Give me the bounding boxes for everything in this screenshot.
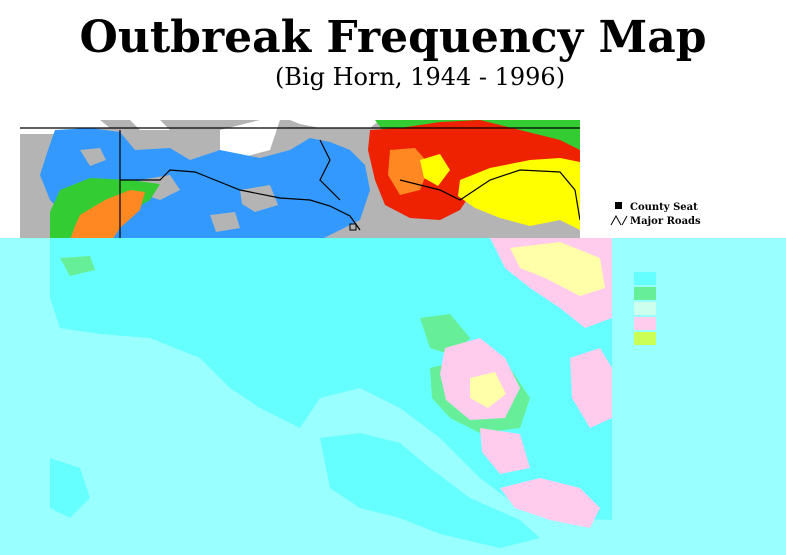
map-orange-right xyxy=(388,148,430,195)
overlay-map-mass xyxy=(50,238,612,520)
map-subtitle: (Big Horn, 1944 - 1996) xyxy=(274,63,566,91)
legend-swatch-1 xyxy=(634,272,656,285)
legend-swatch-3 xyxy=(634,302,656,315)
legend-label-county-seat: County Seat xyxy=(630,202,698,213)
map-lower-overlay xyxy=(0,238,786,555)
legend-swatch-4 xyxy=(634,317,656,330)
map-orange-region xyxy=(70,190,145,240)
map-upper-region xyxy=(20,120,580,240)
map-red-region xyxy=(368,120,580,220)
overlay-pale-yellow-center xyxy=(470,372,506,408)
legend-swatch-5 xyxy=(634,332,656,345)
legend-swatches xyxy=(634,272,656,347)
map-boundary-lines xyxy=(20,127,580,240)
legend-item-major-roads: Major Roads xyxy=(608,214,786,231)
legend-swatch-2 xyxy=(634,287,656,300)
map-gray-patches xyxy=(80,148,278,232)
county-seat-icon xyxy=(608,201,630,216)
legend-label-major-roads: Major Roads xyxy=(630,216,701,227)
legend: County Seat Major Roads xyxy=(608,201,786,229)
overlay-map-lower xyxy=(50,433,540,548)
map-town-marker xyxy=(349,223,357,231)
major-roads-icon xyxy=(608,214,630,231)
map-white-areas xyxy=(20,120,380,158)
map-title: Outbreak Frequency Map xyxy=(79,12,707,63)
legend-item-county-seat: County Seat xyxy=(608,201,786,215)
map-yellow-region xyxy=(420,154,580,230)
overlay-pink-bottom xyxy=(500,478,600,528)
overlay-pale-yellow-right xyxy=(510,242,605,296)
